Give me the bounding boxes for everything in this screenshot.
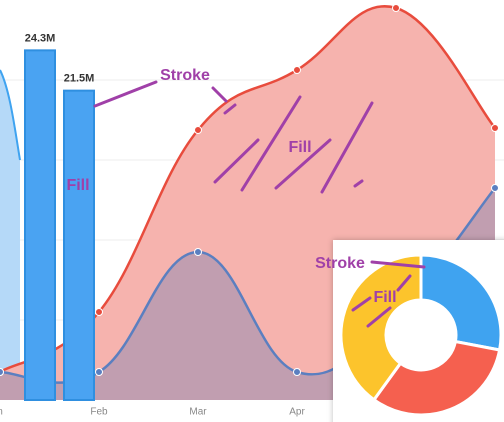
annotation: Stroke xyxy=(315,255,365,272)
point xyxy=(491,124,499,132)
point xyxy=(95,368,103,376)
bar xyxy=(24,49,56,401)
annotation: Fill xyxy=(373,289,396,306)
point xyxy=(392,4,400,12)
bars: 24.3M 21.5M xyxy=(24,32,95,401)
left-stroke xyxy=(0,69,21,161)
point xyxy=(293,66,301,74)
value-label: 24.3M xyxy=(25,32,56,44)
left-area xyxy=(0,70,20,400)
value-label: 21.5M xyxy=(64,73,95,85)
x-tick-label: Apr xyxy=(289,407,305,418)
donut-slice xyxy=(371,339,502,417)
point xyxy=(293,368,301,376)
x-tick-label: Feb xyxy=(90,407,108,418)
donut-slice xyxy=(419,253,503,352)
annotation: Stroke xyxy=(160,67,210,84)
annotation: Fill xyxy=(66,177,89,194)
point xyxy=(194,126,202,134)
point xyxy=(194,248,202,256)
point xyxy=(0,368,4,376)
x-tick-label: n xyxy=(0,407,3,418)
x-tick-label: Mar xyxy=(189,407,207,418)
point xyxy=(491,184,499,192)
donut xyxy=(339,253,503,417)
point xyxy=(95,308,103,316)
annotation: Fill xyxy=(288,139,311,156)
bar xyxy=(63,89,95,401)
donut-slice xyxy=(339,253,423,402)
hatch2 xyxy=(351,260,426,328)
hatch xyxy=(93,80,374,194)
